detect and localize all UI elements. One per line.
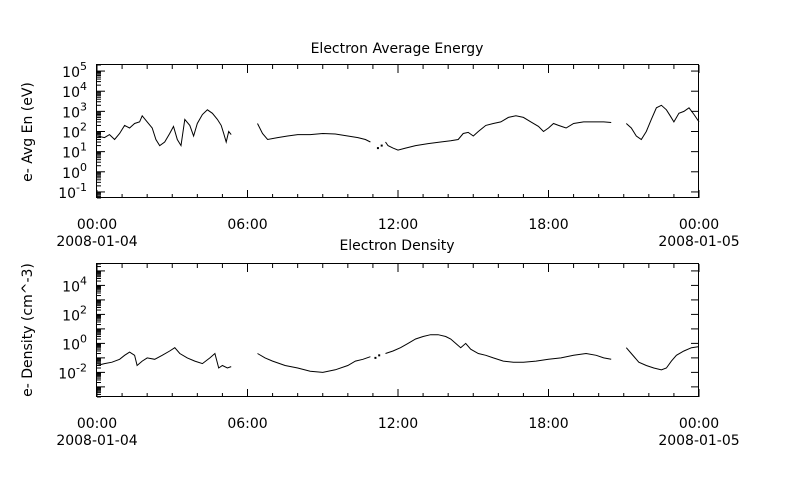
x-tick-label: 12:00 [378, 416, 418, 432]
y-tick-label: 10-1 [58, 181, 87, 202]
chart-title: Electron Average Energy [311, 41, 484, 57]
x-tick-date-label: 2008-01-04 [56, 234, 137, 250]
y-tick-label: 101 [62, 141, 87, 162]
y-tick-label: 10-2 [58, 361, 87, 382]
data-trace-segment [385, 115, 612, 151]
y-tick-label: 104 [62, 274, 87, 295]
x-tick-date-label: 2008-01-04 [56, 433, 137, 449]
data-point [376, 147, 379, 150]
data-trace-segment [625, 346, 700, 371]
x-tick-label: 12:00 [378, 217, 418, 233]
data-trace-segment [257, 123, 371, 143]
data-trace-segment [96, 347, 232, 369]
y-tick-label: 102 [62, 303, 87, 324]
x-tick-date-label: 2008-01-05 [658, 433, 739, 449]
panel-electron-avg-energy: Electron Average Energy e- Avg En (eV) 1… [20, 41, 740, 250]
y-tick-label: 102 [62, 121, 87, 142]
data-trace-segment [385, 334, 612, 363]
series-electron-density [96, 334, 700, 373]
data-trace-segment [257, 353, 371, 373]
panel-electron-density: Electron Density e- Density (cm^-3) 10-2… [20, 238, 740, 449]
x-tick-date-label: 2008-01-05 [658, 234, 739, 250]
y-tick-label: 100 [62, 332, 87, 353]
x-tick-label: 06:00 [227, 217, 267, 233]
data-point [378, 354, 381, 357]
y-axis-label: e- Density (cm^-3) [20, 263, 36, 397]
y-tick-label: 105 [62, 60, 87, 81]
x-tick-label: 00:00 [679, 217, 719, 233]
x-tick-label: 18:00 [528, 217, 568, 233]
plot-frame [96, 263, 699, 397]
chart-title: Electron Density [339, 238, 454, 254]
y-tick-label: 104 [62, 80, 87, 101]
series-electron-energy [96, 104, 700, 151]
data-trace-segment [625, 104, 700, 141]
y-tick-label: 103 [62, 100, 87, 121]
plot-frame [96, 64, 699, 198]
y-ticks: 10-2 100 102 104 [58, 263, 699, 398]
x-tick-label: 18:00 [528, 416, 568, 432]
x-tick-label: 00:00 [679, 416, 719, 432]
data-trace-segment [96, 109, 232, 148]
x-tick-label: 00:00 [77, 217, 117, 233]
x-tick-label: 00:00 [77, 416, 117, 432]
data-point [380, 144, 383, 147]
x-tick-label: 06:00 [227, 416, 267, 432]
y-tick-label: 100 [62, 161, 87, 182]
data-point [374, 356, 377, 359]
y-axis-label: e- Avg En (eV) [20, 82, 36, 182]
